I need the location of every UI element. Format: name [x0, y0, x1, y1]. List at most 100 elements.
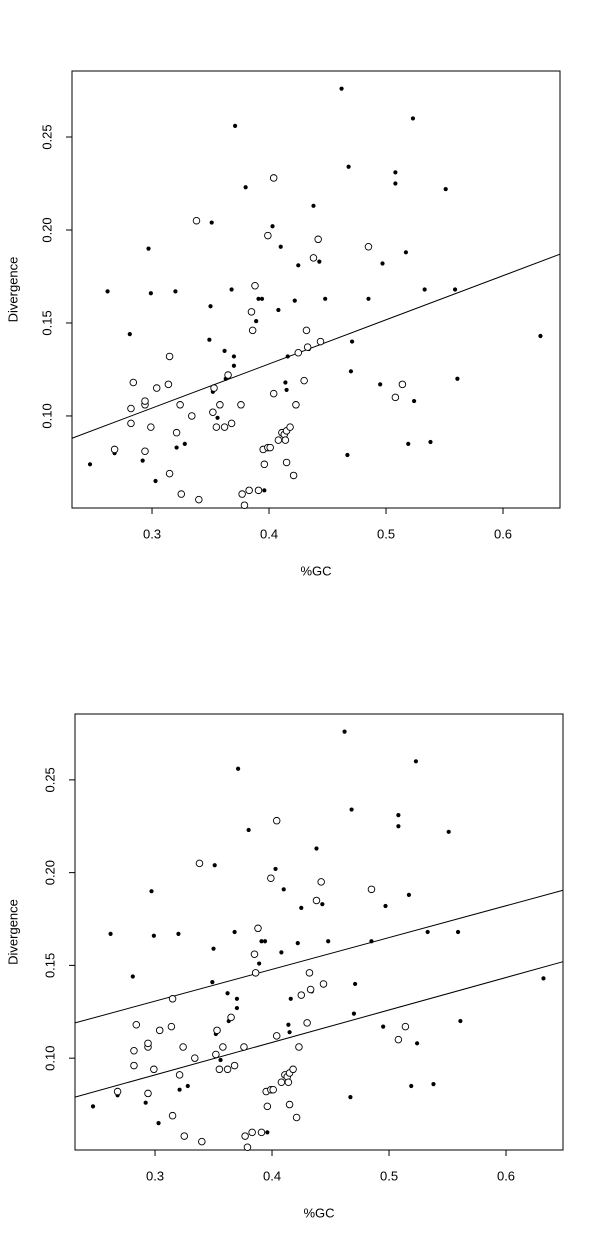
open-point: [248, 326, 257, 335]
y-tick-label: 0.20: [42, 860, 57, 885]
open-point: [286, 423, 294, 431]
filled-point: [279, 950, 284, 955]
open-point: [247, 308, 256, 316]
open-point: [220, 423, 229, 431]
filled-point: [406, 892, 412, 897]
y-tick-label: 0.20: [39, 217, 54, 242]
open-point: [317, 878, 325, 886]
filled-point: [222, 348, 227, 353]
y-tick-label: 0.10: [42, 1046, 57, 1071]
filled-point: [232, 929, 237, 935]
open-point: [213, 1026, 221, 1035]
open-point: [130, 1046, 138, 1055]
open-point: [165, 469, 174, 478]
open-point: [269, 389, 278, 398]
filled-point: [148, 291, 153, 296]
filled-point: [380, 261, 385, 266]
filled-point: [345, 452, 350, 458]
open-point: [127, 419, 135, 428]
filled-point: [173, 289, 178, 294]
open-point: [266, 443, 274, 452]
filled-point: [286, 1022, 291, 1027]
open-point: [175, 1071, 184, 1079]
filled-point: [352, 981, 358, 987]
filled-point: [349, 807, 354, 812]
filled-point: [211, 946, 216, 951]
filled-point: [273, 866, 278, 872]
filled-point: [153, 478, 158, 484]
open-point: [264, 231, 272, 240]
filled-point: [105, 289, 110, 294]
open-point: [289, 471, 298, 480]
filled-point: [140, 458, 145, 463]
open-point: [250, 950, 259, 959]
filled-point: [215, 415, 220, 420]
filled-point: [265, 1130, 270, 1135]
filled-point: [393, 181, 398, 186]
filled-point: [259, 939, 264, 944]
open-point: [188, 412, 196, 420]
filled-point: [383, 903, 388, 909]
filled-point: [413, 759, 419, 764]
open-point: [254, 486, 263, 495]
open-point: [294, 348, 303, 357]
filled-point: [256, 296, 261, 301]
open-point: [248, 1128, 256, 1137]
filled-point: [458, 1018, 463, 1024]
open-point: [195, 859, 204, 868]
open-point: [292, 1113, 301, 1122]
open-point: [292, 401, 300, 409]
open-point: [367, 885, 376, 894]
open-point: [210, 384, 218, 392]
open-point: [147, 423, 155, 431]
open-point: [269, 1085, 277, 1094]
open-point: [195, 495, 203, 504]
filled-point: [446, 829, 451, 834]
open-point: [319, 980, 328, 988]
filled-point: [396, 813, 401, 818]
filled-point: [538, 333, 543, 339]
filled-point: [541, 976, 546, 981]
open-point: [297, 991, 306, 999]
filled-point: [412, 398, 417, 404]
open-point: [237, 401, 245, 409]
open-point: [303, 343, 312, 351]
filled-point: [234, 1005, 240, 1011]
open-point: [281, 436, 290, 444]
filled-point: [235, 766, 241, 771]
filled-point: [452, 287, 458, 292]
open-point: [269, 174, 278, 182]
filled-point: [443, 186, 448, 192]
plot-frame: [71, 70, 561, 509]
filled-point: [151, 933, 156, 938]
open-point: [230, 1061, 239, 1070]
filled-point: [296, 263, 301, 268]
open-point: [152, 384, 161, 392]
open-point: [274, 436, 283, 444]
open-point: [295, 1043, 303, 1051]
filled-point: [342, 729, 347, 734]
open-point: [216, 401, 224, 409]
open-point: [141, 397, 149, 405]
fit-line: [74, 889, 564, 1024]
filled-point: [396, 824, 401, 829]
open-point: [251, 282, 259, 290]
open-point: [306, 985, 315, 994]
open-point: [284, 1078, 293, 1087]
filled-point: [339, 86, 344, 91]
filled-point: [348, 369, 354, 374]
filled-point: [428, 439, 433, 445]
filled-point: [425, 929, 430, 935]
open-point: [277, 1078, 286, 1087]
x-axis-label: %GC: [303, 1205, 334, 1220]
filled-point: [326, 939, 331, 944]
y-tick-label: 0.15: [42, 953, 57, 978]
y-tick-label: 0.25: [42, 767, 57, 792]
filled-point: [381, 1024, 386, 1029]
open-point: [303, 1019, 311, 1027]
x-tick-label: 0.3: [143, 526, 161, 541]
open-point: [243, 1143, 252, 1151]
open-point: [165, 352, 174, 361]
